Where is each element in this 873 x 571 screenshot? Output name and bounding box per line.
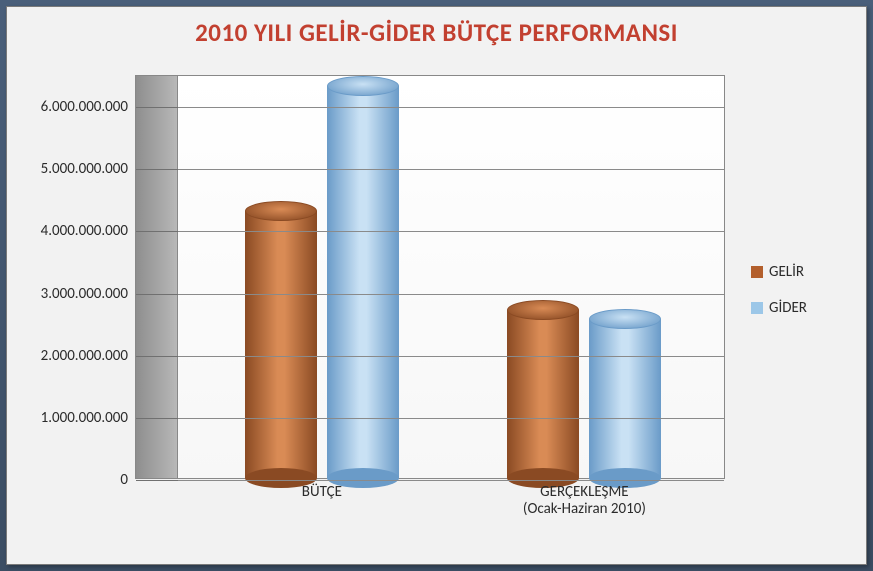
legend-swatch-gelir [751,266,763,278]
x-tick-label: GERÇEKLEŞME(Ocak-Haziran 2010) [464,478,704,519]
y-tick-label: 2.000.000.000 [41,347,136,365]
y-tick-label: 0 [120,471,136,489]
x-tick-label: BÜTÇE [202,478,442,501]
y-tick-label: 6.000.000.000 [41,98,136,116]
legend-swatch-gider [751,302,763,314]
legend-item-gelir: GELİR [751,263,807,281]
legend-label-gelir: GELİR [769,263,804,281]
gridline-wall [136,294,178,295]
y-tick-label: 5.000.000.000 [41,160,136,178]
bar-geli̇r-1 [507,310,579,478]
legend: GELİR GİDER [751,263,807,335]
gridline-wall [136,107,178,108]
gridline-wall [136,231,178,232]
gridline [136,169,724,170]
gridline [136,231,724,232]
legend-label-gider: GİDER [769,299,807,317]
chart-card: 2010 YILI GELİR-GİDER BÜTÇE PERFORMANSI … [6,6,867,565]
gridline [136,107,724,108]
chart-title: 2010 YILI GELİR-GİDER BÜTÇE PERFORMANSI [7,7,866,48]
plot-region: 01.000.000.0002.000.000.0003.000.000.000… [135,75,725,479]
y-tick-label: 3.000.000.000 [41,285,136,303]
gridline [136,294,724,295]
gridline-wall [136,480,178,481]
bar-geli̇r-0 [245,211,317,478]
gridline-wall [136,418,178,419]
gridline [136,356,724,357]
gridline-wall [136,169,178,170]
gridline [136,418,724,419]
chart-area: 0 1.000.000.000 2.000.000.000 3.000.000.000… [7,63,866,564]
bar-gi̇der-0 [327,86,399,478]
y-tick-label: 4.000.000.000 [41,222,136,240]
y-tick-label: 1.000.000.000 [41,409,136,427]
legend-item-gider: GİDER [751,299,807,317]
bar-gi̇der-1 [589,319,661,478]
gridline-wall [136,356,178,357]
